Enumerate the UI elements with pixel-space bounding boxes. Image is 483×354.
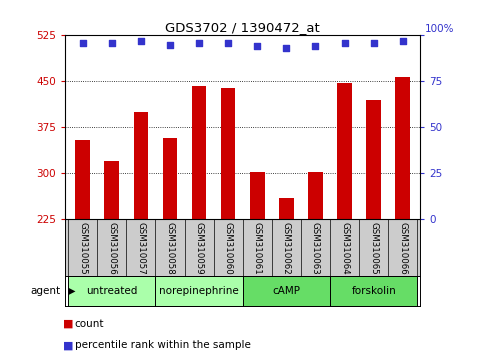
Text: GSM310061: GSM310061	[253, 222, 262, 275]
Point	[254, 44, 261, 49]
Bar	[68, 276, 156, 306]
Text: GSM310060: GSM310060	[224, 222, 233, 275]
Point	[283, 45, 290, 51]
Text: GSM310055: GSM310055	[78, 222, 87, 275]
Point	[341, 40, 348, 46]
Text: ■: ■	[63, 319, 73, 329]
Point	[195, 40, 203, 46]
Text: cAMP: cAMP	[272, 286, 300, 296]
Point	[399, 38, 407, 44]
Point	[166, 42, 174, 47]
Text: ■: ■	[63, 340, 73, 350]
Bar	[243, 276, 330, 306]
Text: count: count	[75, 319, 104, 329]
Text: GSM310063: GSM310063	[311, 222, 320, 275]
Text: 100%: 100%	[425, 24, 454, 34]
Bar	[163, 138, 177, 219]
Point	[79, 40, 86, 46]
Bar	[330, 276, 417, 306]
Point	[312, 44, 319, 49]
Text: forskolin: forskolin	[351, 286, 396, 296]
Text: GSM310059: GSM310059	[195, 222, 203, 275]
Bar	[250, 172, 265, 219]
Text: norepinephrine: norepinephrine	[159, 286, 239, 296]
Point	[370, 40, 378, 46]
Point	[224, 40, 232, 46]
Text: ▶: ▶	[68, 286, 75, 296]
Text: GSM310064: GSM310064	[340, 222, 349, 275]
Text: GSM310058: GSM310058	[166, 222, 174, 275]
Title: GDS3702 / 1390472_at: GDS3702 / 1390472_at	[165, 21, 320, 34]
Text: GSM310062: GSM310062	[282, 222, 291, 275]
Text: agent: agent	[30, 286, 60, 296]
Bar	[156, 276, 243, 306]
Bar	[134, 112, 148, 219]
Text: GSM310065: GSM310065	[369, 222, 378, 275]
Text: untreated: untreated	[86, 286, 138, 296]
Bar	[308, 172, 323, 219]
Bar	[192, 86, 206, 219]
Point	[137, 38, 145, 44]
Bar	[104, 161, 119, 219]
Text: GSM310057: GSM310057	[136, 222, 145, 275]
Text: percentile rank within the sample: percentile rank within the sample	[75, 340, 251, 350]
Text: GSM310066: GSM310066	[398, 222, 407, 275]
Point	[108, 40, 115, 46]
Text: GSM310056: GSM310056	[107, 222, 116, 275]
Bar	[367, 100, 381, 219]
Bar	[396, 76, 410, 219]
Bar	[221, 87, 235, 219]
Bar	[279, 198, 294, 219]
Bar	[337, 82, 352, 219]
Bar	[75, 140, 90, 219]
